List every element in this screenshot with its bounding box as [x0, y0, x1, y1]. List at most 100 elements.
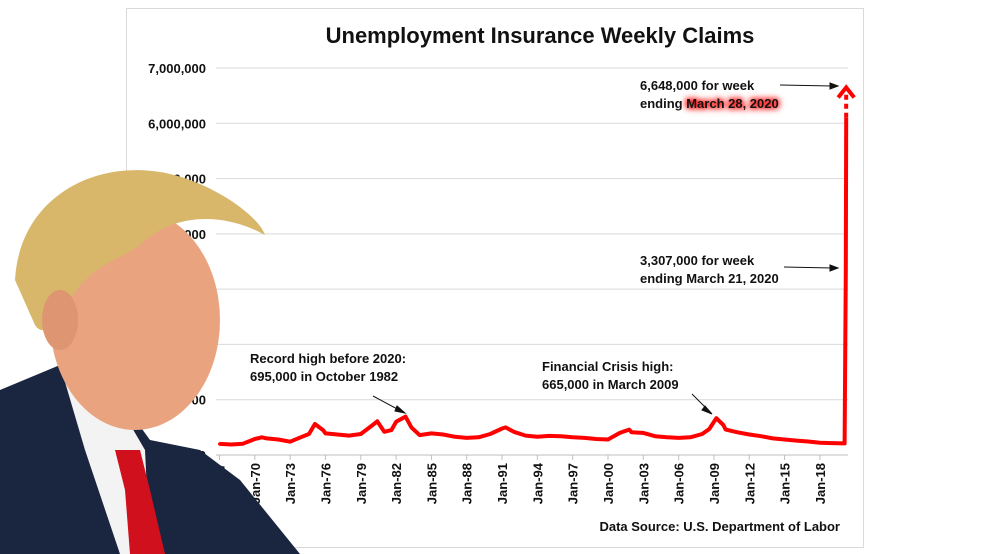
arrow-peak — [779, 84, 833, 87]
arrow-mar21 — [783, 266, 833, 269]
data-point — [371, 423, 375, 427]
data-point — [783, 438, 787, 442]
data-point — [429, 431, 433, 435]
data-point — [627, 428, 631, 432]
x-tick-label: Jan-15 — [778, 463, 793, 504]
data-point — [465, 436, 469, 440]
x-tick-label: Jan-97 — [566, 463, 581, 504]
data-point — [512, 430, 516, 434]
data-point — [630, 430, 634, 434]
annotation-1982-line1: Record high before 2020: — [250, 351, 406, 366]
arrowhead-mar21 — [829, 264, 840, 272]
data-point — [641, 431, 645, 435]
y-tick-label: 6,000,000 — [148, 116, 206, 131]
data-point — [688, 435, 692, 439]
data-point — [323, 431, 327, 435]
annotation-peak-line2: ending March 28, 2020 — [640, 96, 779, 111]
data-point — [582, 436, 586, 440]
data-point — [229, 442, 233, 446]
data-point — [488, 432, 492, 436]
data-point — [736, 430, 740, 434]
data-point — [747, 433, 751, 437]
data-point — [707, 427, 711, 431]
x-tick-label: Jan-06 — [672, 463, 687, 504]
data-point — [724, 428, 728, 432]
data-point — [335, 433, 339, 437]
data-point — [700, 432, 704, 436]
data-point — [404, 415, 408, 419]
data-point — [441, 433, 445, 437]
arrowhead-peak — [829, 82, 840, 90]
x-tick-label: Jan-94 — [530, 462, 545, 504]
data-point — [359, 432, 363, 436]
data-point — [260, 435, 264, 439]
data-point — [241, 442, 245, 446]
data-point — [535, 435, 539, 439]
data-point — [818, 441, 822, 445]
annotation-peak-line1: 6,648,000 for week — [640, 78, 755, 93]
x-tick-label: Jan-18 — [813, 463, 828, 504]
x-tick-label: Jan-91 — [495, 463, 510, 504]
annotation-1982-line2: 695,000 in October 1982 — [250, 369, 398, 384]
data-point — [321, 428, 325, 432]
data-point — [409, 425, 413, 429]
data-point — [477, 435, 481, 439]
person-photo — [0, 170, 300, 554]
data-point — [300, 435, 304, 439]
arrowhead-1982 — [394, 405, 407, 414]
data-point — [843, 441, 847, 445]
x-tick-label: Jan-79 — [354, 463, 369, 504]
data-point — [714, 416, 718, 420]
x-tick-label: Jan-00 — [601, 463, 616, 504]
annotation-2009-line2: 665,000 in March 2009 — [542, 377, 679, 392]
annotation-peak-prefix: ending — [640, 96, 686, 111]
x-tick-label: Jan-70 — [248, 463, 263, 504]
x-tick-label: Jan-12 — [742, 463, 757, 504]
annotation-2009-line1: Financial Crisis high: — [542, 359, 673, 374]
x-tick-label: Jan-76 — [318, 463, 333, 504]
data-point — [759, 434, 763, 438]
claims-line — [219, 117, 849, 447]
x-tick-label: Jan-73 — [283, 463, 298, 504]
data-point — [375, 419, 379, 423]
data-point — [677, 436, 681, 440]
data-point — [606, 438, 610, 442]
annotation-mar21-line2: ending March 21, 2020 — [640, 271, 779, 286]
data-point — [347, 434, 351, 438]
data-point — [453, 435, 457, 439]
x-tick-label: Jan-03 — [636, 463, 651, 504]
annotation-peak-highlight: March 28, 2020 — [686, 96, 779, 111]
data-point — [844, 270, 848, 274]
data-point — [771, 436, 775, 440]
data-point — [418, 433, 422, 437]
data-point — [618, 431, 622, 435]
data-point — [389, 428, 393, 432]
annotation-mar21-line1: 3,307,000 for week — [640, 253, 755, 268]
data-point — [653, 434, 657, 438]
data-point — [559, 434, 563, 438]
data-point — [830, 441, 834, 445]
data-point — [265, 436, 269, 440]
data-point — [547, 434, 551, 438]
x-tick-label: Jan-85 — [424, 463, 439, 504]
data-point — [806, 439, 810, 443]
y-tick-label: 7,000,000 — [148, 61, 206, 76]
x-tick-label: Jan-82 — [389, 463, 404, 504]
data-point — [394, 420, 398, 424]
data-point — [307, 432, 311, 436]
data-point — [276, 438, 280, 442]
data-point — [218, 442, 221, 446]
data-point — [524, 434, 528, 438]
data-point — [594, 437, 598, 441]
data-point — [721, 423, 725, 427]
arrowhead-2009 — [701, 405, 713, 415]
data-point — [571, 435, 575, 439]
data-point — [665, 435, 669, 439]
x-tick-label: Jan-09 — [707, 463, 722, 504]
data-point — [288, 440, 292, 444]
x-tick-label: Jan-88 — [460, 463, 475, 504]
data-point — [313, 422, 317, 426]
tie — [115, 450, 165, 554]
data-point — [253, 437, 257, 441]
data-point — [504, 425, 508, 429]
